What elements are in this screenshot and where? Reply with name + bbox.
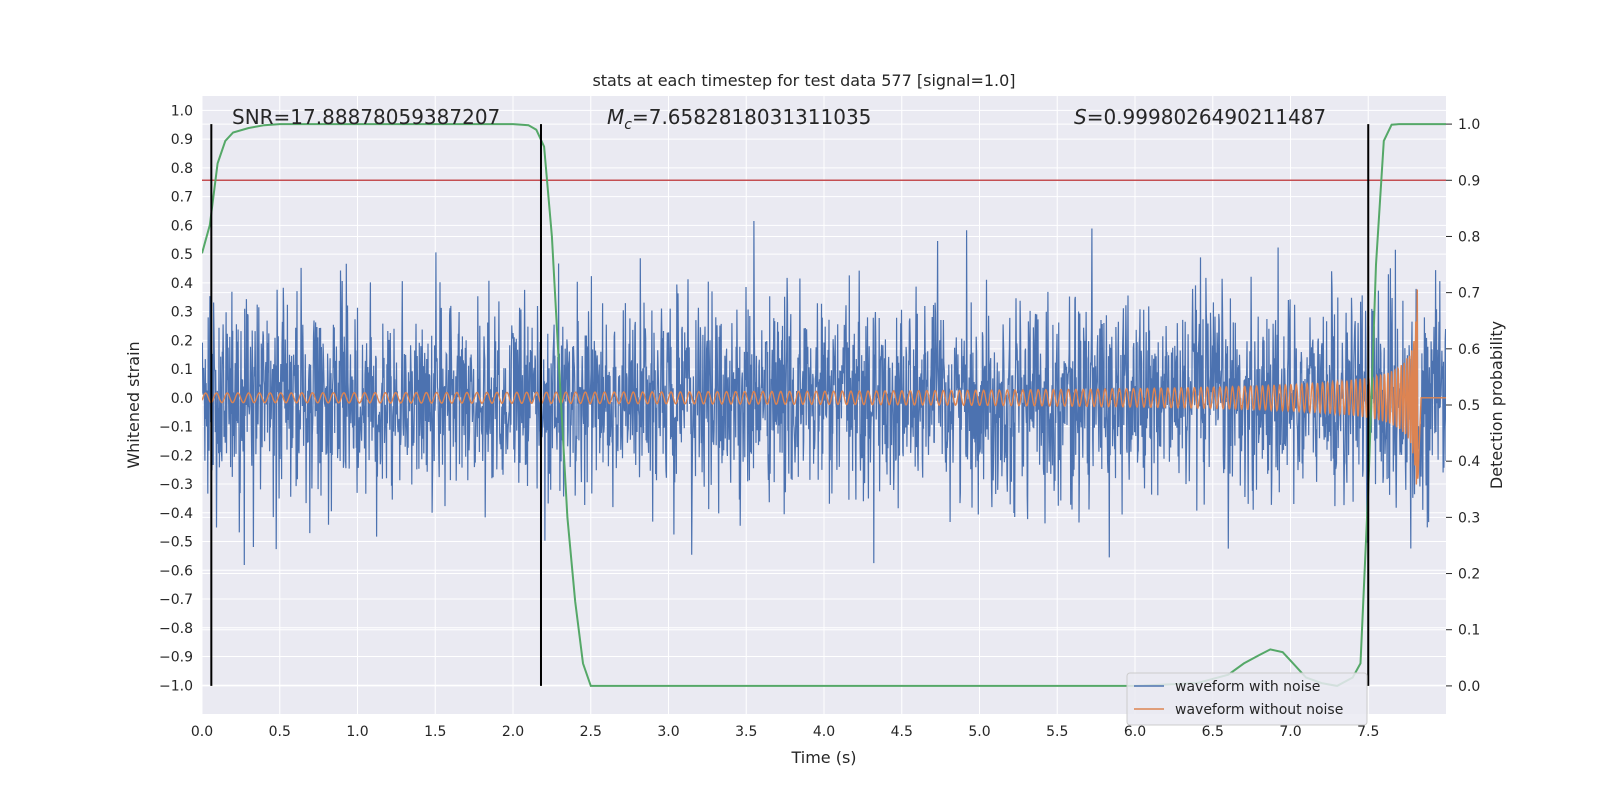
series-waveform-without-noise bbox=[202, 289, 1446, 485]
right-axis-label: Detection probability bbox=[1487, 321, 1506, 489]
y-tick-label: −0.5 bbox=[159, 535, 193, 551]
x-tick-label: 7.5 bbox=[1357, 724, 1379, 740]
y-tick-label: −0.4 bbox=[159, 506, 193, 522]
x-tick-label: 5.0 bbox=[968, 724, 990, 740]
right-tick-label: 0.2 bbox=[1458, 567, 1480, 583]
right-tick-label: 0.6 bbox=[1458, 342, 1480, 358]
x-tick-label: 6.0 bbox=[1124, 724, 1146, 740]
legend-label-clean: waveform without noise bbox=[1175, 702, 1343, 718]
right-tick-label: 0.5 bbox=[1458, 398, 1480, 414]
significance-annotation: S=0.9998026490211487 bbox=[1074, 105, 1326, 129]
y-axis-ticks: 1.0 0.9 0.8 0.7 0.6 0.5 0.4 0.3 0.2 0.1 0.0 −0.1 −0.… bbox=[159, 103, 193, 694]
x-tick-label: 0.5 bbox=[269, 724, 291, 740]
legend-label-noise: waveform with noise bbox=[1175, 679, 1320, 695]
series-waveform-with-noise bbox=[202, 220, 1446, 566]
legend-box bbox=[1126, 672, 1368, 726]
chirp-mass-symbol: M bbox=[607, 105, 624, 129]
x-tick-label: 3.5 bbox=[735, 724, 757, 740]
right-tick-label: 0.9 bbox=[1458, 173, 1480, 189]
y-tick-label: −0.2 bbox=[159, 448, 193, 464]
right-tick-label: 0.7 bbox=[1458, 286, 1480, 302]
legend: waveform with noise waveform without noi… bbox=[1126, 672, 1368, 726]
y-tick-label: 0.2 bbox=[171, 333, 193, 349]
right-axis-ticks: 1.0 0.9 0.8 0.7 0.6 0.5 0.4 0.3 0.2 0.1 0.0 bbox=[1446, 117, 1480, 695]
x-tick-label: 5.5 bbox=[1046, 724, 1068, 740]
right-tick-label: 0.4 bbox=[1458, 454, 1480, 470]
significance-symbol: S bbox=[1074, 105, 1087, 129]
x-tick-label: 3.0 bbox=[657, 724, 679, 740]
y-tick-label: −0.8 bbox=[159, 621, 193, 637]
y-axis-label: Whitened strain bbox=[124, 341, 143, 468]
x-tick-label: 0.0 bbox=[191, 724, 213, 740]
chirp-mass-subscript: c bbox=[624, 117, 632, 133]
y-tick-label: −0.6 bbox=[159, 563, 193, 579]
x-tick-label: 1.5 bbox=[424, 724, 446, 740]
x-tick-label: 4.5 bbox=[891, 724, 913, 740]
y-tick-label: −1.0 bbox=[159, 678, 193, 694]
x-tick-label: 7.0 bbox=[1279, 724, 1301, 740]
y-tick-label: 0.7 bbox=[171, 190, 193, 206]
y-tick-label: −0.9 bbox=[159, 650, 193, 666]
detection-markers bbox=[210, 124, 1370, 686]
right-tick-label: 0.0 bbox=[1458, 679, 1480, 695]
y-tick-label: −0.7 bbox=[159, 592, 193, 608]
x-tick-label: 2.5 bbox=[580, 724, 602, 740]
chirp-mass-value: =7.6582818031311035 bbox=[632, 105, 871, 129]
chart-title: stats at each timestep for test data 577… bbox=[592, 71, 1015, 90]
x-tick-label: 2.0 bbox=[502, 724, 524, 740]
x-tick-label: 4.0 bbox=[813, 724, 835, 740]
x-tick-label: 6.5 bbox=[1202, 724, 1224, 740]
snr-annotation: SNR=17.88878059387207 bbox=[232, 105, 500, 129]
right-tick-label: 1.0 bbox=[1458, 117, 1480, 133]
chirp-mass-annotation: Mc=7.6582818031311035 bbox=[607, 105, 871, 133]
y-tick-label: −0.3 bbox=[159, 477, 193, 493]
x-axis-label: Time (s) bbox=[790, 748, 856, 767]
y-tick-label: −0.1 bbox=[159, 420, 193, 436]
right-tick-label: 0.1 bbox=[1458, 623, 1480, 639]
y-tick-label: 0.5 bbox=[171, 247, 193, 263]
right-tick-label: 0.8 bbox=[1458, 229, 1480, 245]
x-axis-ticks: 0.0 0.5 1.0 1.5 2.0 2.5 3.0 3.5 4.0 4.5 5.0 5.5 6.0 6… bbox=[191, 724, 1380, 740]
y-tick-label: 0.9 bbox=[171, 132, 193, 148]
x-tick-label: 1.0 bbox=[346, 724, 368, 740]
y-tick-label: 1.0 bbox=[171, 103, 193, 119]
right-tick-label: 0.3 bbox=[1458, 510, 1480, 526]
y-tick-label: 0.1 bbox=[171, 362, 193, 378]
y-tick-label: 0.4 bbox=[171, 276, 193, 292]
y-tick-label: 0.6 bbox=[171, 218, 193, 234]
significance-value: =0.9998026490211487 bbox=[1087, 105, 1326, 129]
y-tick-label: 0.0 bbox=[171, 391, 193, 407]
y-tick-label: 0.8 bbox=[171, 161, 193, 177]
y-tick-label: 0.3 bbox=[171, 305, 193, 321]
